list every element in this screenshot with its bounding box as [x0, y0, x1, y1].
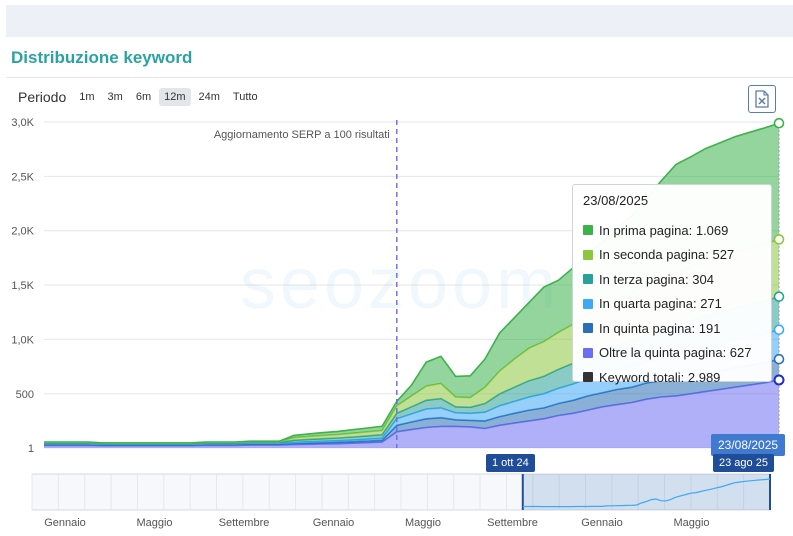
tooltip-row-oltre: Oltre la quinta pagina: 627 — [583, 341, 761, 366]
hover-date-label: 23/08/2025 — [711, 434, 786, 456]
area-seconda — [44, 239, 779, 444]
y-tick-label: 2,5K — [11, 171, 34, 183]
area-oltre — [44, 380, 779, 448]
period-1m-button[interactable]: 1m — [79, 91, 95, 103]
navigator-end-label: 23 ago 25 — [713, 454, 774, 472]
hover-point-quinta — [773, 353, 785, 365]
tooltip-row-text: In terza pagina: 304 — [599, 271, 714, 287]
period-label: Periodo — [18, 89, 67, 105]
title-divider — [6, 77, 793, 78]
tooltip: 23/08/2025 In prima pagina: 1.069 In seco… — [572, 184, 772, 385]
tooltip-swatch — [583, 249, 593, 260]
tooltip-swatch — [583, 298, 593, 309]
hover-point-terza — [773, 291, 785, 302]
navigator-month-label: Maggio — [405, 517, 441, 529]
y-tick-label: 1,0K — [11, 334, 34, 346]
period-selector: Periodo 1m 3m 6m 12m 24m Tutto — [18, 88, 266, 106]
hover-point-quarta — [773, 324, 785, 336]
range-navigator[interactable]: Gennaio Maggio Settembre Gennaio Maggio Sette… — [31, 473, 771, 529]
period-12m-button[interactable]: 12m — [159, 88, 191, 106]
tooltip-swatch — [583, 347, 593, 358]
y-tick-label: 2,0K — [11, 226, 34, 238]
tooltip-row-quinta: In quinta pagina: 191 — [583, 316, 761, 341]
navigator-month-label: Maggio — [136, 517, 172, 529]
tooltip-row-seconda: In seconda pagina: 527 — [583, 243, 761, 268]
top-bar — [6, 5, 793, 37]
annotation-label: Aggiornamento SERP a 100 risultati — [214, 129, 390, 141]
tooltip-rows: In prima pagina: 1.069 In seconda pagina:… — [583, 218, 761, 390]
navigator-series — [522, 478, 771, 508]
period-3m-button[interactable]: 3m — [107, 91, 123, 103]
y-tick-label: 3,0K — [11, 117, 34, 129]
seozoom-watermark: seozoom — [240, 244, 560, 324]
y-tick-label: 500 — [16, 389, 34, 401]
y-tick-label: 1,5K — [11, 280, 34, 292]
tooltip-row-text: In quinta pagina: 191 — [599, 320, 721, 336]
excel-export-button[interactable] — [748, 85, 776, 113]
navigator-month-label: Gennaio — [44, 517, 86, 529]
area-quarta — [44, 329, 779, 445]
period-6m-button[interactable]: 6m — [135, 91, 152, 103]
navigator-month-label: Settembre — [487, 517, 538, 529]
tooltip-row-prima: In prima pagina: 1.069 — [583, 218, 761, 243]
navigator-month-label: Gennaio — [313, 517, 355, 529]
tooltip-row-text: In prima pagina: 1.069 — [599, 222, 729, 238]
hover-markers — [773, 117, 785, 448]
tooltip-swatch — [583, 372, 593, 383]
navigator-start-label: 1 ott 24 — [486, 454, 535, 472]
tooltip-swatch — [583, 323, 593, 334]
navigator-month-label: Maggio — [673, 517, 709, 529]
tooltip-row-totali: Keyword totali: 2.989 — [583, 365, 761, 390]
area-quinta — [44, 359, 779, 446]
tooltip-row-text: In quarta pagina: 271 — [599, 296, 722, 312]
tooltip-row-text: Oltre la quinta pagina: 627 — [599, 345, 752, 361]
tooltip-date: 23/08/2025 — [583, 193, 649, 208]
navigator-month-label: Gennaio — [581, 517, 623, 529]
hover-point-prima — [773, 117, 785, 129]
serp-annotation: Aggiornamento SERP a 100 risultati — [214, 120, 398, 448]
y-tick-label: 1 — [28, 443, 34, 455]
navigator-selection[interactable] — [522, 474, 770, 510]
tooltip-swatch — [583, 225, 593, 236]
tooltip-row-text: In seconda pagina: 527 — [599, 247, 735, 263]
excel-export-icon — [755, 90, 769, 108]
hover-point-base — [773, 374, 785, 386]
y-axis-labels: 1 500 1,0K 1,5K 2,0K 2,5K 3,0K — [11, 117, 34, 455]
hover-point-seconda — [773, 234, 785, 245]
card-title: Distribuzione keyword — [11, 48, 193, 67]
tooltip-row-terza: In terza pagina: 304 — [583, 267, 761, 292]
period-24m-button[interactable]: 24m — [198, 91, 220, 103]
navigator-month-label: Settembre — [219, 517, 270, 529]
tooltip-row-text: Keyword totali: 2.989 — [599, 369, 721, 385]
period-tutto-button[interactable]: Tutto — [232, 91, 258, 103]
tooltip-row-quarta: In quarta pagina: 271 — [583, 292, 761, 317]
tooltip-swatch — [583, 274, 593, 285]
